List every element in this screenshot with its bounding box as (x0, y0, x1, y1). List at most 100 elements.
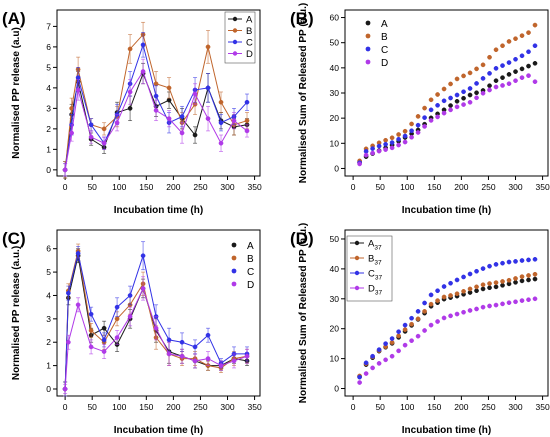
data-point (127, 293, 133, 298)
data-point (454, 104, 460, 110)
data-point (422, 124, 427, 129)
data-point (363, 371, 369, 376)
data-point (396, 329, 401, 335)
data-point (526, 297, 531, 303)
data-point (461, 89, 466, 95)
y-tick-label: 30 (330, 294, 340, 304)
data-point (409, 134, 414, 140)
data-point (218, 99, 224, 105)
series-line (64, 33, 248, 170)
x-axis-title: Incubation time (h) (402, 425, 491, 436)
data-point (441, 315, 447, 321)
y-tick-label: 20 (330, 113, 340, 123)
data-point (396, 142, 401, 148)
series-line (64, 253, 248, 390)
data-point (389, 336, 395, 341)
data-point (192, 358, 198, 364)
x-tick-label: 100 (400, 402, 414, 412)
panel-b: (B) 0 50 100 150 200 250 300 350 0 10 20 30 40 50 60 Inc… (290, 3, 550, 216)
data-point (383, 357, 388, 363)
data-point (231, 118, 237, 124)
x-tick-label: 200 (454, 182, 468, 192)
data-point (526, 73, 531, 78)
data-point (166, 97, 172, 103)
y-tick-label: 0 (46, 384, 51, 394)
data-point (441, 86, 447, 92)
legend-marker (365, 59, 371, 65)
y-tick-label: 50 (330, 38, 340, 48)
data-point (114, 316, 120, 322)
x-tick-label: 300 (508, 182, 522, 192)
data-point (62, 386, 68, 392)
legend-label: D (381, 58, 388, 69)
data-point (454, 98, 460, 104)
data-point (205, 332, 211, 338)
y-tick-label: 20 (330, 324, 340, 334)
data-point (461, 274, 466, 280)
data-point (415, 333, 421, 339)
data-point (467, 286, 473, 292)
y-tick-label: 1 (46, 144, 51, 154)
data-point (506, 300, 512, 306)
y-tick-label: 60 (330, 13, 340, 23)
data-point (454, 291, 460, 297)
legend-marker (365, 46, 371, 52)
data-point (409, 321, 414, 327)
data-point (526, 49, 531, 55)
y-tick-label: 4 (46, 290, 51, 300)
data-point (435, 114, 440, 120)
data-point (383, 147, 388, 152)
data-point (500, 43, 505, 49)
data-point (244, 128, 250, 134)
data-point (480, 62, 486, 68)
y-tick-label: 1 (46, 361, 51, 371)
data-point (428, 322, 434, 328)
data-point (114, 335, 120, 340)
data-point (513, 78, 518, 84)
data-point (166, 85, 172, 91)
data-point (357, 161, 362, 167)
x-axis-title: Incubation time (h) (114, 425, 203, 436)
data-point (519, 278, 525, 284)
data-point (244, 353, 250, 359)
data-point (153, 108, 159, 113)
series-c (357, 43, 538, 166)
legend-label-text: B (246, 26, 252, 37)
legend-label: C (381, 45, 388, 56)
panel-label: (D) (290, 229, 314, 248)
data-point (435, 92, 440, 97)
data-point (493, 78, 499, 84)
data-point (480, 76, 486, 81)
x-tick-label: 350 (535, 182, 549, 192)
data-point (435, 319, 440, 324)
data-point (526, 63, 531, 69)
data-point (487, 54, 492, 60)
data-point (396, 348, 401, 354)
x-axis-title: Incubation time (h) (402, 205, 491, 216)
legend-subscript: 37 (375, 275, 383, 282)
legend-label: C (247, 267, 254, 278)
x-tick-label: 250 (193, 182, 207, 192)
data-point (513, 279, 518, 285)
x-tick-label: 250 (481, 182, 495, 192)
x-tick-label: 250 (193, 402, 207, 412)
data-point (389, 135, 395, 141)
data-point (493, 47, 499, 53)
data-point (448, 293, 453, 298)
legend-marker (354, 240, 360, 246)
data-point (205, 85, 211, 91)
legend-marker (231, 281, 237, 287)
data-point (66, 290, 71, 296)
data-point (493, 84, 499, 90)
data-point (88, 328, 94, 333)
x-tick-label: 150 (427, 182, 441, 192)
data-point (448, 313, 453, 319)
data-point (487, 263, 492, 269)
data-point (396, 136, 401, 142)
data-point (69, 130, 74, 136)
y-tick-label: 2 (46, 337, 51, 347)
data-point (363, 360, 369, 366)
data-point (461, 288, 466, 294)
y-axis-title: Normalised Sum of Released PP (a.u.) (298, 3, 309, 183)
y-tick-label: 6 (46, 42, 51, 52)
